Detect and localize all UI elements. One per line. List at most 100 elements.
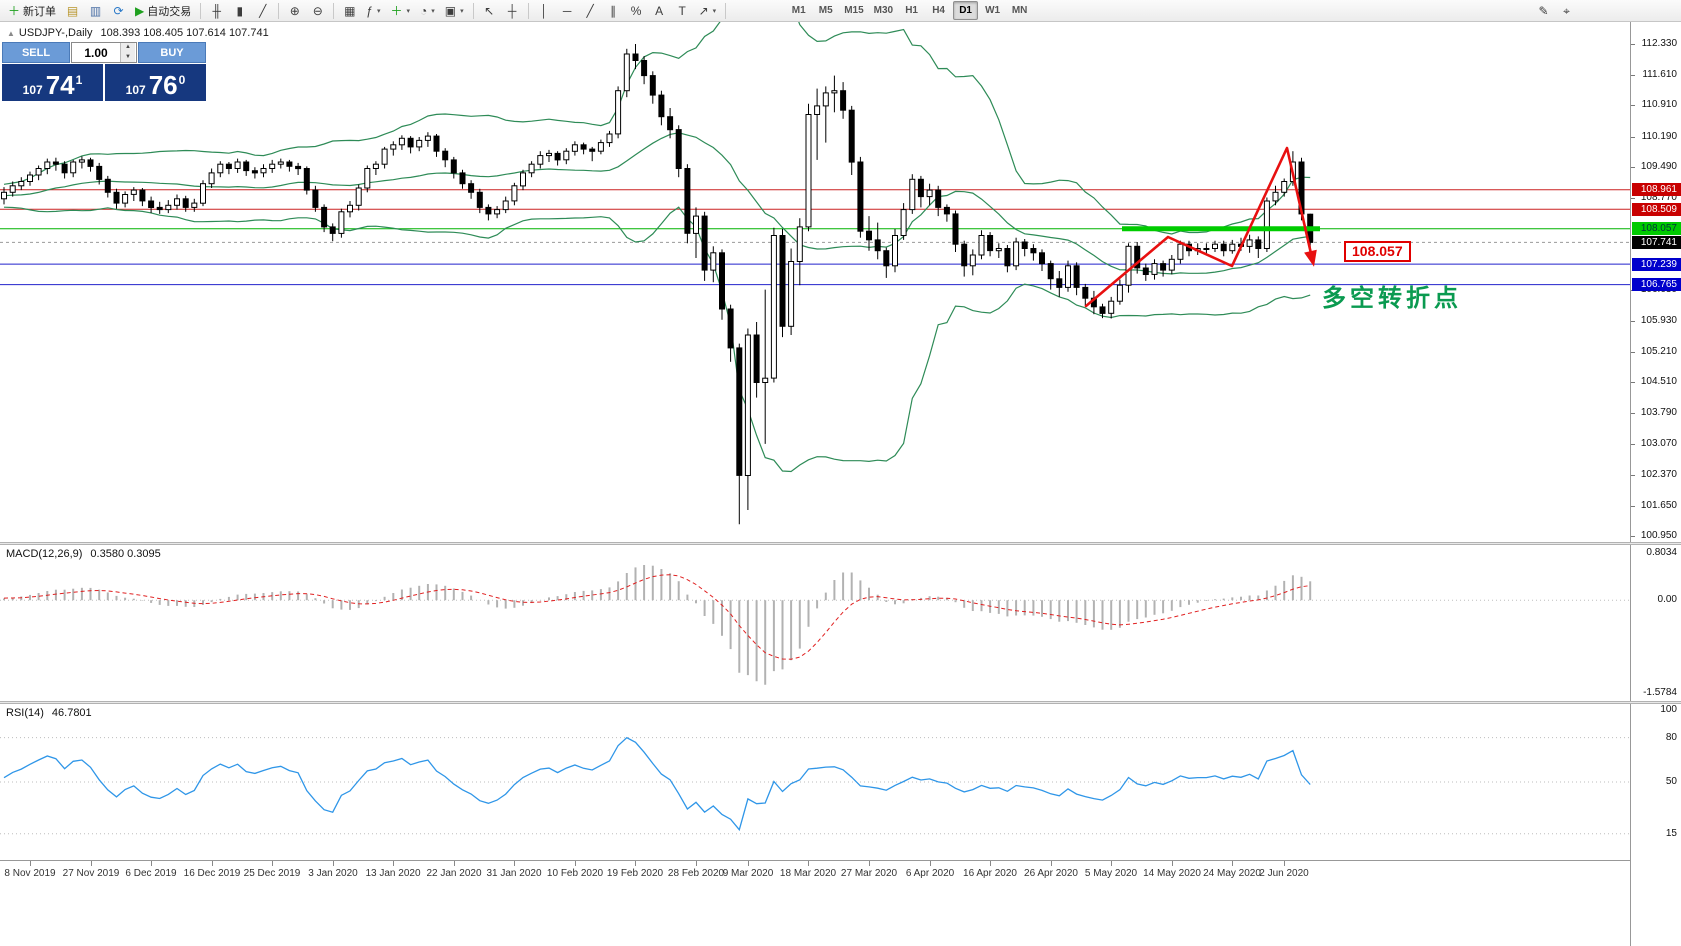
timeframe-m30-button[interactable]: M30 [873, 5, 894, 16]
time-axis-label: 24 May 2020 [1203, 868, 1261, 879]
candlestick-chart-button[interactable]: ▮ [229, 1, 250, 20]
zoom-in-button[interactable]: ⊕ [284, 1, 305, 20]
candlestick-chart-glyph-icon: ▮ [236, 3, 244, 18]
tile-windows-button[interactable]: ▦ [339, 1, 360, 20]
channel-tool-glyph-icon: ∥ [610, 3, 617, 18]
bar-chart-button[interactable]: ╫ [206, 1, 227, 20]
market-watch-icon[interactable]: ▥ [85, 1, 106, 20]
bollinger-bands [3, 22, 1311, 473]
arrows-tool[interactable]: ↗ ▾ [695, 1, 721, 20]
macd-canvas[interactable] [0, 545, 1630, 701]
timeframe-m15-button[interactable]: M15 [844, 5, 864, 16]
search-icon[interactable]: ⌖ [1556, 1, 1577, 20]
buy-button[interactable]: BUY [138, 42, 206, 63]
new-chart-button[interactable]: ＋ ▾ [386, 1, 414, 20]
macd-histogram [3, 565, 1312, 685]
dropdown-arrow-icon: ▾ [431, 7, 435, 15]
volume-up-button[interactable]: ▲ [121, 43, 135, 53]
price-axis-label: 104.510 [1640, 376, 1677, 387]
price-axis-tag: 108.961 [1632, 183, 1681, 196]
auto-trading-glyph-icon: ▶ [135, 3, 145, 18]
timeframe-w1-button[interactable]: W1 [985, 5, 1001, 16]
timeframe-m1-button[interactable]: M1 [791, 5, 806, 16]
text-tool-glyph-icon: A [655, 3, 664, 18]
indicators-button[interactable]: ƒ ▾ [362, 1, 384, 20]
dropdown-arrow-icon: ▾ [406, 7, 410, 15]
volume-input[interactable] [72, 43, 120, 62]
channel-tool[interactable]: ∥ [603, 1, 624, 20]
fibonacci-tool[interactable]: % [626, 1, 647, 20]
cursor-glyph-icon: ↖ [484, 3, 495, 18]
zoom-out-button[interactable]: ⊖ [307, 1, 328, 20]
zoom-out-glyph-icon: ⊖ [312, 3, 323, 18]
timeframe-d1-button[interactable]: D1 [953, 1, 979, 20]
rsi-axis-label: 15 [1665, 828, 1677, 839]
text-tool[interactable]: A [649, 1, 670, 20]
price-axis-label: 105.930 [1640, 315, 1677, 326]
buy-price-display[interactable]: 107 76 0 [105, 64, 206, 101]
indicators-glyph-icon: ƒ [366, 3, 373, 18]
symbol-marker-icon: ▲ [7, 29, 15, 38]
macd-axis-label: 0.8034 [1646, 547, 1677, 558]
time-axis-label: 26 Apr 2020 [1024, 868, 1078, 879]
time-axis-label: 6 Apr 2020 [905, 868, 955, 879]
price-axis[interactable]: 112.330 111.610 110.910 110.190 109.490 108.7… [1630, 22, 1681, 946]
macd-axis-label: 0.00 [1657, 594, 1677, 605]
periods-button[interactable]: ◔ ▾ [416, 1, 439, 20]
rsi-panel[interactable]: RSI(14) 46.7801 [0, 704, 1630, 860]
rsi-value: 46.7801 [51, 707, 92, 719]
price-axis-tag: 106.765 [1632, 278, 1681, 291]
new-order-button[interactable]: ＋新订单 [4, 1, 60, 20]
panel-splitter[interactable] [0, 542, 1681, 545]
price-axis-label: 103.790 [1640, 407, 1677, 418]
price-axis-label: 101.650 [1640, 500, 1677, 511]
rsi-axis-label: 80 [1665, 732, 1677, 743]
timeframe-m5-button[interactable]: M5 [818, 5, 833, 16]
profiles-icon[interactable]: ▤ [62, 1, 83, 20]
main-chart-panel[interactable]: ▲ USDJPY-,Daily 108.393 108.405 107.614 10… [0, 22, 1630, 542]
sell-price-display[interactable]: 107 74 1 [2, 64, 103, 101]
candlestick-chart-canvas[interactable] [0, 22, 1630, 542]
timeframe-mn-button[interactable]: MN [1011, 5, 1028, 16]
timeframe-h4-button[interactable]: H4 [932, 5, 945, 16]
level-lines[interactable] [0, 189, 1630, 286]
new-chart-glyph-icon: ＋ [390, 3, 403, 18]
trend-arrow-drawing[interactable] [1084, 146, 1317, 308]
bar-chart-glyph-icon: ╫ [212, 3, 221, 18]
refresh-icon[interactable]: ⟳ [108, 1, 129, 20]
vertical-line-tool[interactable]: │ [534, 1, 555, 20]
timeframe-h1-button[interactable]: H1 [905, 5, 918, 16]
price-axis-tag: 108.509 [1632, 203, 1681, 216]
crosshair-button[interactable]: ┼ [502, 1, 523, 20]
price-axis-label: 100.950 [1640, 530, 1677, 541]
horizontal-line-tool-glyph-icon: ─ [562, 3, 572, 18]
rsi-line [3, 736, 1311, 832]
volume-down-button[interactable]: ▼ [121, 52, 135, 62]
time-axis-label: 6 Dec 2019 [125, 868, 177, 879]
time-axis-label: 18 Mar 2020 [779, 868, 837, 879]
templates-button[interactable]: ▣ ▾ [441, 1, 468, 20]
toolbar-separator [527, 2, 529, 19]
line-chart-button[interactable]: ╱ [252, 1, 273, 20]
price-level-flag[interactable]: 108.057 [1344, 241, 1411, 262]
macd-panel[interactable]: MACD(12,26,9) 0.3580 0.3095 [0, 545, 1630, 701]
candles [1, 44, 1314, 525]
macd-axis-label: -1.5784 [1643, 687, 1677, 698]
auto-trading-button[interactable]: ▶ 自动交易 [131, 1, 195, 20]
cursor-button[interactable]: ↖ [479, 1, 500, 20]
turning-point-annotation[interactable]: 多空转折点 [1322, 285, 1462, 312]
time-axis-label: 9 Mar 2020 [722, 868, 774, 879]
rsi-canvas[interactable] [0, 704, 1630, 860]
toolbar: ＋新订单 ▤ ▥ ⟳ ▶ 自动交易 ╫ ▮ ╱ ⊕ ⊖ ▦ ƒ ▾ ＋ ▾ ◔ ▾ ▣ ▾ ↖ ┼ │ ─ ╱ ∥% A T ↗ ▾ M1 M… [0, 0, 1681, 22]
fibonacci-tool-glyph-icon: % [630, 3, 642, 18]
edit-icon[interactable]: ✎ [1533, 1, 1554, 20]
horizontal-line-tool[interactable]: ─ [557, 1, 578, 20]
sell-button[interactable]: SELL [2, 42, 70, 63]
price-axis-label: 105.210 [1640, 346, 1677, 357]
toolbar-separator [333, 2, 335, 19]
trendline-tool[interactable]: ╱ [580, 1, 601, 20]
time-axis[interactable]: 8 Nov 2019 27 Nov 2019 6 Dec 2019 16 Dec 20… [0, 860, 1630, 946]
label-tool[interactable]: T [672, 1, 693, 20]
time-axis-label: 14 May 2020 [1143, 868, 1201, 879]
panel-splitter[interactable] [0, 701, 1681, 704]
